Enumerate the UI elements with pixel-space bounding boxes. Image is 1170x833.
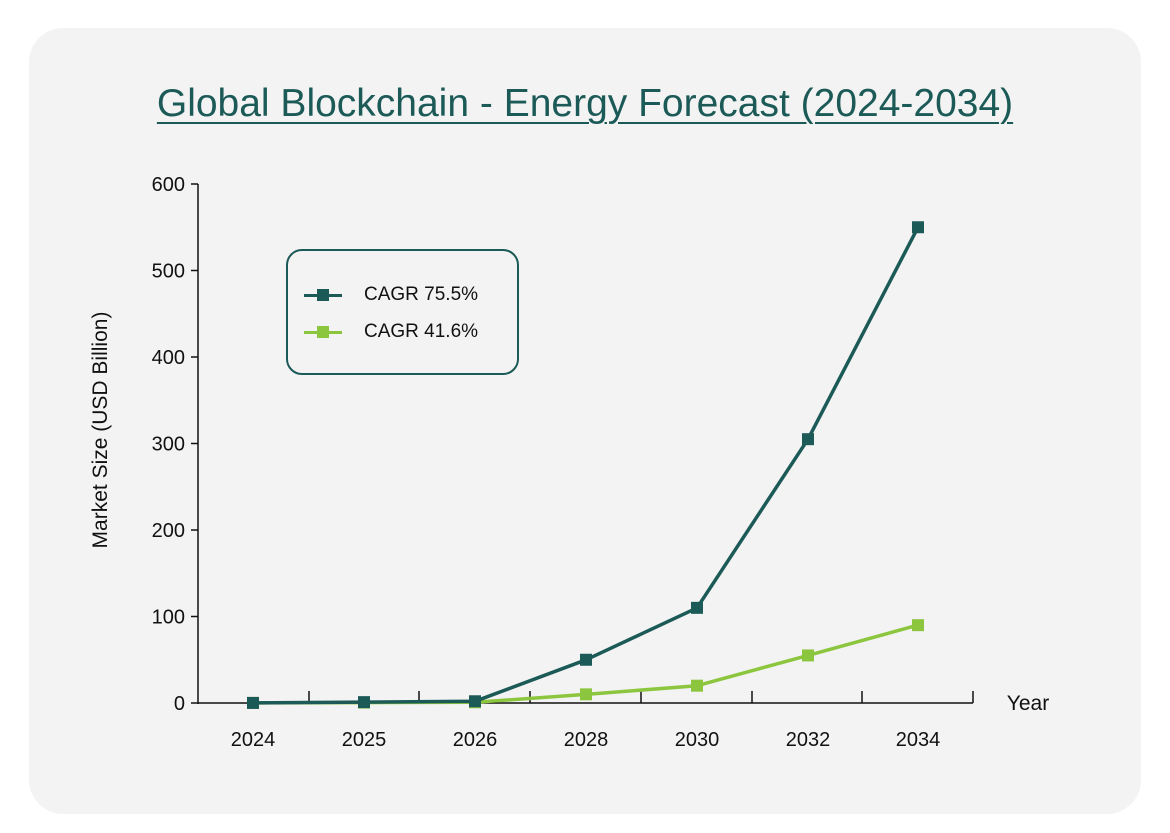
- x-tick-label: 2025: [342, 729, 387, 751]
- x-tick-label: 2030: [675, 729, 720, 751]
- legend: CAGR 75.5% CAGR 41.6%: [286, 249, 519, 375]
- y-tick-label: 0: [174, 693, 185, 715]
- y-tick-label: 500: [152, 261, 185, 283]
- x-tick-label: 2024: [231, 729, 276, 751]
- x-tick-label: 2034: [896, 729, 941, 751]
- series-1-point: [247, 696, 259, 709]
- series-1-point: [469, 695, 481, 708]
- legend-item-series-2: CAGR 41.6%: [304, 320, 478, 344]
- y-tick-label: 100: [152, 607, 185, 629]
- chart-title: Global Blockchain - Energy Forecast (202…: [156, 82, 1014, 125]
- y-tick-label: 600: [152, 174, 185, 196]
- axes: 0 100 200 300 400 500 600 2024 2025 2026 2028 2030 2…: [152, 174, 974, 751]
- legend-swatch-series-2: [304, 320, 342, 344]
- legend-item-series-1: CAGR 75.5%: [304, 283, 478, 307]
- series-1-point: [912, 221, 924, 234]
- series-1-point: [802, 433, 814, 446]
- y-tick-label: 400: [152, 347, 185, 369]
- series-1-point: [580, 653, 592, 666]
- series-2-point: [802, 649, 814, 662]
- series-2-point: [580, 688, 592, 701]
- x-tick-label: 2026: [453, 729, 498, 751]
- legend-label-series-1: CAGR 75.5%: [364, 284, 479, 305]
- y-tick-label: 200: [152, 520, 185, 542]
- series-1-point: [358, 696, 370, 709]
- series-2-point: [691, 679, 703, 692]
- x-axis-title: Year: [1007, 692, 1049, 715]
- y-axis-title: Market Size (USD Billion): [89, 312, 112, 549]
- x-tick-label: 2028: [564, 729, 609, 751]
- series-2-point: [912, 619, 924, 632]
- legend-label-series-2: CAGR 41.6%: [364, 321, 479, 342]
- chart-card: [29, 28, 1141, 814]
- series-1: [247, 221, 924, 709]
- series-1-point: [691, 601, 703, 614]
- legend-swatch-series-1: [304, 283, 342, 307]
- y-tick-label: 300: [152, 434, 185, 456]
- series-layer: [247, 221, 924, 709]
- x-tick-label: 2032: [786, 729, 831, 751]
